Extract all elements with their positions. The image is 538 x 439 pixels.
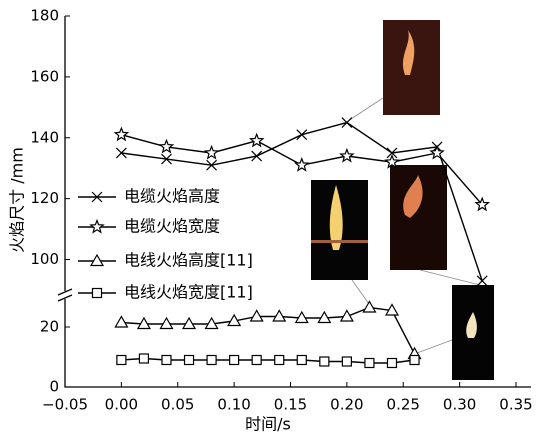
legend-marker [93, 289, 102, 298]
legend-marker [91, 255, 103, 266]
marker [160, 140, 172, 152]
y-tick-label: 0 [49, 378, 59, 396]
marker [207, 356, 216, 365]
marker [115, 128, 127, 140]
marker [252, 356, 261, 365]
marker [341, 150, 353, 162]
y-tick-label: 160 [30, 67, 59, 85]
marker [320, 357, 329, 366]
marker [297, 130, 307, 140]
x-axis-title: 时间/s [245, 415, 291, 434]
marker [183, 318, 195, 329]
marker [387, 359, 396, 368]
marker [477, 276, 487, 286]
legend-label: 电线火焰高度[11] [124, 251, 253, 270]
page: {"chart_data": {"type": "line", "x_label… [0, 0, 538, 439]
x-tick-label: 0.20 [330, 396, 363, 414]
chart: 时间/s 火焰尺寸 /mm −0.05 0.00 0.05 0.10 0.15 0.20 0… [0, 0, 538, 439]
legend-marker [91, 221, 103, 233]
x-tick-label: 0.30 [443, 396, 476, 414]
legend-label: 电缆火焰高度 [124, 187, 220, 206]
marker [117, 356, 126, 365]
marker [160, 318, 172, 329]
x-tick-label: 0.00 [105, 396, 138, 414]
y-tick-label: 120 [30, 189, 59, 207]
x-tick-label: 0.05 [161, 396, 194, 414]
x-tick-label: −0.05 [42, 396, 88, 414]
marker [273, 311, 285, 322]
y-tick-label: 140 [30, 128, 59, 146]
marker [297, 356, 306, 365]
x-tick-label: 0.35 [499, 396, 532, 414]
inset-photos [311, 20, 494, 380]
x-tick-label: 0.25 [387, 396, 420, 414]
legend-label: 电线火焰宽度[11] [124, 283, 253, 302]
marker [431, 147, 443, 159]
marker [275, 356, 284, 365]
x-tick-label: 0.10 [217, 396, 250, 414]
marker [363, 302, 375, 313]
series-line [121, 308, 414, 355]
marker [410, 356, 419, 365]
marker [342, 357, 351, 366]
marker [139, 354, 148, 363]
marker [251, 311, 263, 322]
marker [162, 356, 171, 365]
marker [341, 311, 353, 322]
y-tick-label: 180 [30, 7, 59, 25]
y-tick-label: 20 [40, 318, 59, 336]
y-axis-title: 火焰尺寸 /mm [8, 147, 27, 253]
y-tick-label: 100 [30, 250, 59, 268]
legend-label: 电缆火焰宽度 [124, 217, 220, 236]
marker [205, 147, 217, 159]
marker [185, 356, 194, 365]
marker [230, 356, 239, 365]
marker [342, 118, 352, 128]
marker [365, 359, 374, 368]
x-tick-label: 0.15 [274, 396, 307, 414]
marker [251, 134, 263, 146]
marker [296, 159, 308, 171]
marker [115, 317, 127, 328]
